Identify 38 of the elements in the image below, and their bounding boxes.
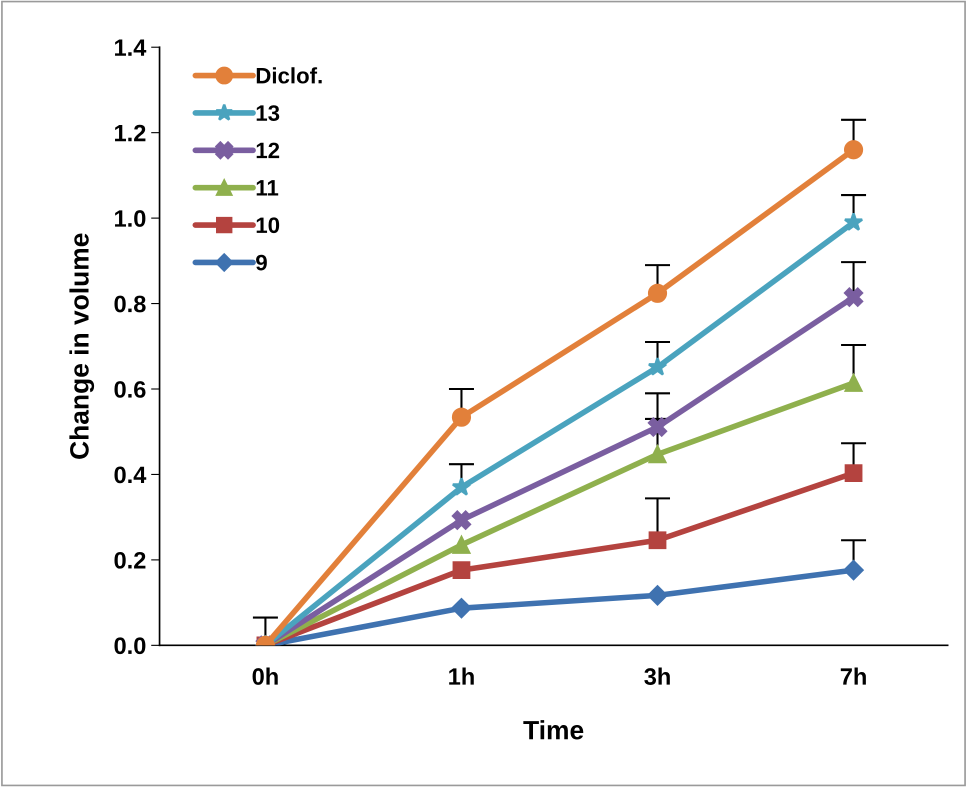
legend-label: 12	[256, 142, 280, 158]
point	[843, 560, 864, 580]
point	[844, 140, 864, 160]
y-tick-label: 1.0	[115, 210, 146, 227]
x-tick-label: 0h	[252, 668, 278, 685]
point	[452, 561, 470, 580]
y-tick-label: 1.2	[115, 124, 146, 142]
point	[452, 408, 472, 427]
point	[844, 374, 862, 392]
y-tick-label: 0.2	[114, 552, 146, 569]
legend-label: 13	[256, 105, 280, 121]
y-tick-label: 0.8	[114, 296, 146, 312]
point	[647, 585, 668, 606]
y-tick-label: 0.4	[114, 466, 146, 484]
legend-label: 9	[256, 254, 267, 270]
point	[648, 356, 668, 376]
legend-label: Diclof.	[256, 67, 322, 84]
point	[648, 445, 666, 464]
point	[451, 598, 472, 618]
x-tick-label: 7h	[840, 668, 866, 685]
legend-label: 11	[256, 180, 278, 196]
point	[452, 476, 472, 496]
point	[844, 212, 864, 231]
y-axis-title: Change in volume	[69, 234, 94, 459]
point	[648, 417, 668, 437]
x-tick-label: 3h	[644, 668, 670, 685]
point	[648, 531, 666, 550]
point	[452, 536, 470, 554]
x-tick-label: 1h	[449, 668, 474, 685]
point	[452, 510, 472, 530]
point	[844, 464, 862, 482]
y-tick-label: 1.4	[115, 40, 146, 56]
y-tick-label: 0.6	[114, 381, 146, 398]
y-tick-label: 0.0	[114, 637, 146, 654]
legend-label: 10	[256, 217, 280, 234]
point	[844, 288, 864, 307]
x-axis-title: Time	[523, 720, 584, 740]
point	[648, 284, 668, 303]
